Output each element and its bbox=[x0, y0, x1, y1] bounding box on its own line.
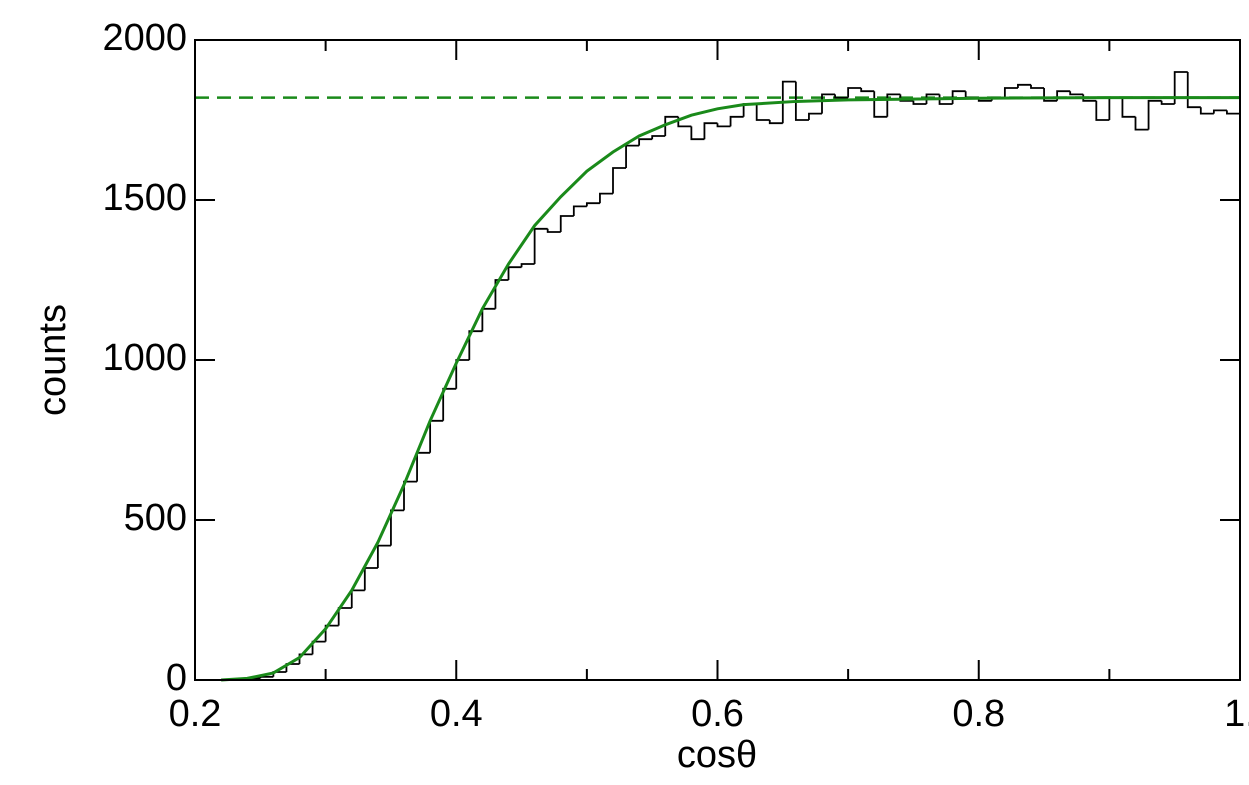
x-tick-label: 1. bbox=[1224, 693, 1249, 735]
histogram-bin bbox=[494, 279, 509, 309]
histogram-bin bbox=[585, 202, 600, 207]
y-axis-title: counts bbox=[32, 304, 74, 416]
histogram-bin bbox=[821, 93, 836, 114]
histogram-bin bbox=[834, 94, 849, 99]
histogram-bin bbox=[1017, 83, 1031, 88]
y-tick-label: 1500 bbox=[102, 177, 187, 219]
histogram-bin bbox=[638, 138, 653, 146]
histogram-bin bbox=[1160, 100, 1175, 105]
plot-frame bbox=[194, 39, 1241, 681]
histogram-bin bbox=[520, 263, 535, 268]
histogram-bin bbox=[376, 544, 391, 568]
histogram-bin bbox=[1186, 72, 1201, 109]
histogram-bin bbox=[612, 167, 627, 194]
histogram-bin bbox=[703, 122, 718, 140]
histogram-bin bbox=[599, 192, 613, 204]
histogram-bin bbox=[768, 120, 783, 125]
histogram-bin bbox=[363, 567, 378, 591]
histogram-bin bbox=[1043, 88, 1058, 102]
histogram-bin bbox=[860, 88, 875, 93]
histogram-bin bbox=[1147, 99, 1162, 130]
histogram-bin bbox=[664, 115, 679, 136]
y-tick-label: 500 bbox=[124, 497, 187, 539]
histogram-bin bbox=[690, 126, 705, 141]
histogram-bin bbox=[324, 624, 339, 642]
fit-curve bbox=[221, 96, 1240, 682]
histogram-bin bbox=[794, 81, 809, 121]
histogram-bin bbox=[1226, 110, 1240, 115]
histogram-bin bbox=[559, 215, 574, 232]
histogram-bin bbox=[1108, 96, 1123, 120]
x-axis-title: cosθ bbox=[677, 734, 757, 776]
histogram-bin bbox=[298, 653, 313, 664]
histogram-bin bbox=[468, 330, 483, 360]
histogram-bin bbox=[1134, 116, 1149, 131]
histogram-bin bbox=[808, 112, 822, 120]
histogram-bin bbox=[416, 451, 431, 482]
histogram-bin bbox=[390, 509, 404, 546]
histogram-bin bbox=[455, 359, 470, 389]
histogram-bin bbox=[847, 87, 862, 98]
histogram-bin bbox=[925, 93, 940, 104]
histogram-bin bbox=[1056, 90, 1071, 101]
histogram-bin bbox=[1030, 84, 1045, 89]
x-tick-label: 0.6 bbox=[691, 693, 744, 735]
histogram-bin bbox=[1095, 100, 1110, 121]
histogram-bin bbox=[572, 205, 587, 216]
histogram-bin bbox=[429, 419, 444, 453]
histogram-bin bbox=[481, 307, 496, 332]
histogram-bin bbox=[337, 607, 352, 626]
histogram-bin bbox=[403, 480, 418, 511]
y-tick-label: 0 bbox=[166, 657, 187, 699]
y-tick-label: 1000 bbox=[102, 337, 187, 379]
histogram-bin bbox=[755, 104, 770, 121]
histogram-bin bbox=[507, 266, 522, 280]
histogram-bin bbox=[899, 94, 914, 102]
histogram-bin bbox=[259, 675, 274, 679]
histogram-bin bbox=[442, 387, 457, 421]
histogram-bin bbox=[1121, 97, 1136, 118]
x-tick-label: 0.8 bbox=[952, 693, 1005, 735]
x-tick-label: 0.2 bbox=[169, 693, 222, 735]
histogram-bin bbox=[350, 589, 365, 608]
histogram-bin bbox=[1173, 71, 1188, 104]
histogram-bin bbox=[781, 80, 796, 124]
x-tick-label: 0.4 bbox=[430, 693, 483, 735]
histogram-bin bbox=[1003, 87, 1018, 98]
histogram-bin bbox=[1212, 109, 1227, 114]
histogram-bin bbox=[625, 144, 640, 168]
histogram-bin bbox=[311, 640, 326, 655]
histogram-bin bbox=[729, 115, 744, 127]
histogram-bin bbox=[546, 228, 561, 233]
histogram-bin bbox=[873, 91, 888, 118]
histogram-bin bbox=[886, 93, 901, 117]
histogram-bin bbox=[533, 227, 548, 264]
histogram-bin bbox=[651, 135, 666, 140]
histogram-bin bbox=[1069, 91, 1084, 96]
y-tick-label: 2000 bbox=[102, 17, 187, 59]
histogram-bin bbox=[1199, 107, 1214, 115]
histogram-bin bbox=[912, 100, 927, 105]
histogram-bin bbox=[716, 123, 731, 128]
